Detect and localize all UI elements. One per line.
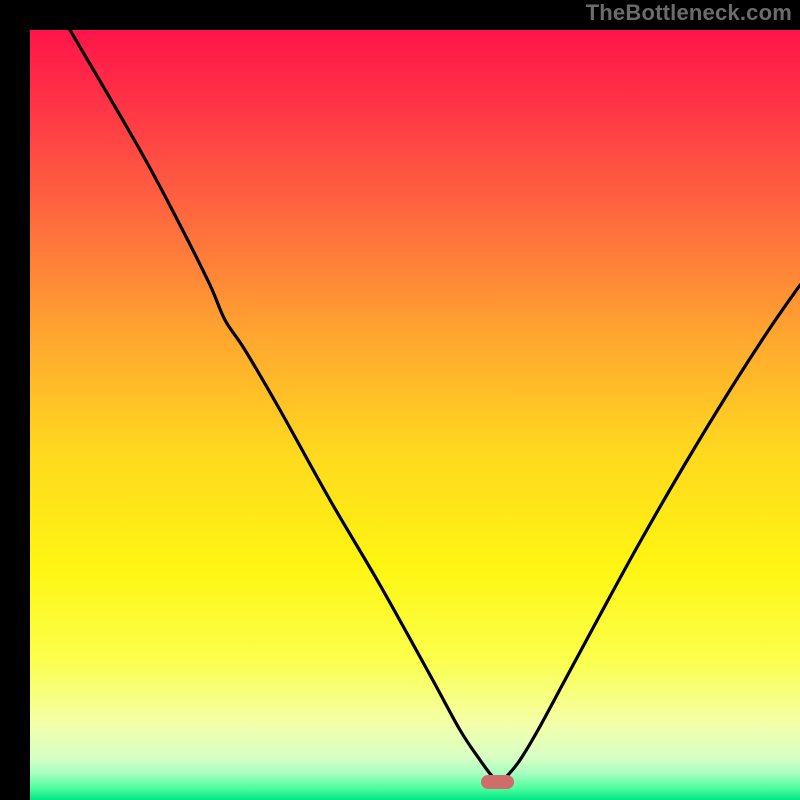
watermark-text: TheBottleneck.com [586,0,792,26]
optimum-marker [481,775,514,789]
plot-svg [30,30,800,800]
chart-container: TheBottleneck.com [0,0,800,800]
gradient-background [30,30,800,800]
plot-area [30,30,800,800]
